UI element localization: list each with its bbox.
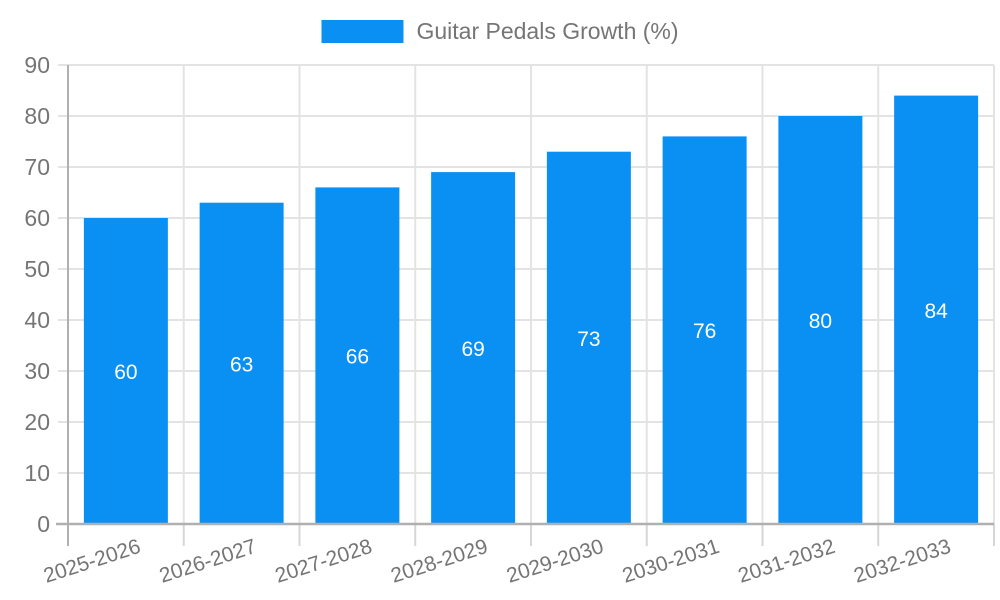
bar-value-label: 73 — [577, 328, 600, 351]
x-axis-label: 2028-2029 — [388, 535, 491, 588]
bar[interactable] — [199, 202, 284, 524]
y-axis-label: 30 — [24, 358, 50, 384]
legend-swatch — [321, 20, 404, 43]
bar[interactable] — [315, 187, 400, 524]
bar-value-label: 76 — [693, 320, 716, 343]
legend-label: Guitar Pedals Growth (%) — [416, 18, 679, 44]
x-axis-label: 2029-2030 — [504, 535, 607, 588]
bar[interactable] — [83, 218, 168, 524]
y-axis-label: 20 — [24, 409, 50, 435]
bar[interactable] — [546, 151, 631, 524]
y-axis-label: 50 — [24, 256, 50, 282]
bar[interactable] — [431, 172, 516, 524]
bar-value-label: 69 — [461, 338, 484, 361]
bar-value-label: 80 — [809, 310, 832, 333]
bar-value-label: 63 — [230, 353, 253, 376]
x-axis-label: 2030-2031 — [620, 535, 723, 588]
chart-legend[interactable]: Guitar Pedals Growth (%) — [321, 18, 679, 45]
y-axis-label: 0 — [37, 511, 50, 537]
x-axis-label: 2027-2028 — [272, 535, 375, 588]
bar-value-label: 66 — [346, 346, 369, 369]
bar[interactable] — [778, 116, 863, 524]
x-axis-label: 2032-2033 — [851, 535, 954, 588]
x-axis-label: 2026-2027 — [157, 535, 260, 588]
x-axis-label: 2025-2026 — [41, 535, 144, 588]
y-axis-label: 40 — [24, 307, 50, 333]
y-axis-label: 90 — [24, 52, 50, 78]
bar[interactable] — [894, 95, 979, 524]
y-axis-label: 80 — [24, 103, 50, 129]
bar-value-label: 84 — [924, 300, 948, 323]
bar-value-label: 60 — [114, 361, 137, 384]
y-axis-label: 60 — [24, 205, 50, 231]
y-axis-label: 10 — [24, 460, 50, 486]
y-axis-label: 70 — [24, 154, 50, 180]
x-axis-label: 2031-2032 — [735, 535, 838, 588]
bar[interactable] — [662, 136, 747, 524]
